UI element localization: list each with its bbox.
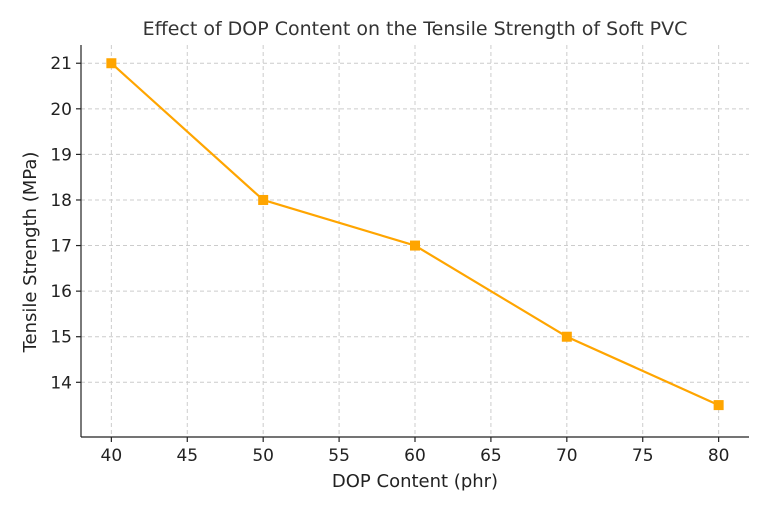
data-point-marker [410, 240, 420, 251]
y-tick-label: 17 [50, 237, 72, 257]
grid [81, 45, 749, 437]
x-axis-label: DOP Content (phr) [332, 471, 498, 492]
y-tick-label: 20 [50, 100, 72, 120]
y-axis-ticks: 14 15 16 17 18 19 20 21 [50, 54, 81, 393]
y-tick-label: 14 [50, 373, 72, 393]
y-tick-label: 21 [50, 54, 72, 74]
series-tensile-strength [106, 58, 724, 411]
y-tick-label: 19 [50, 145, 72, 165]
data-point-marker [561, 331, 572, 342]
data-point-marker [713, 400, 724, 411]
x-tick-label: 50 [252, 446, 274, 466]
x-tick-label: 60 [404, 446, 426, 466]
x-tick-label: 80 [708, 446, 730, 466]
y-tick-label: 15 [50, 328, 72, 348]
data-point-marker [106, 58, 117, 69]
y-tick-label: 16 [50, 282, 72, 302]
x-tick-label: 55 [328, 446, 350, 466]
chart-title: Effect of DOP Content on the Tensile Str… [143, 18, 688, 40]
x-tick-label: 40 [101, 446, 123, 466]
x-tick-label: 45 [176, 446, 198, 466]
data-point-marker [258, 194, 269, 205]
x-tick-label: 70 [556, 446, 578, 466]
y-axis-label: Tensile Strength (MPa) [20, 152, 41, 354]
x-tick-label: 65 [480, 446, 502, 466]
x-tick-label: 75 [632, 446, 654, 466]
y-tick-label: 18 [50, 191, 72, 211]
x-axis-ticks: 40 45 50 55 60 65 70 75 80 [101, 437, 730, 466]
